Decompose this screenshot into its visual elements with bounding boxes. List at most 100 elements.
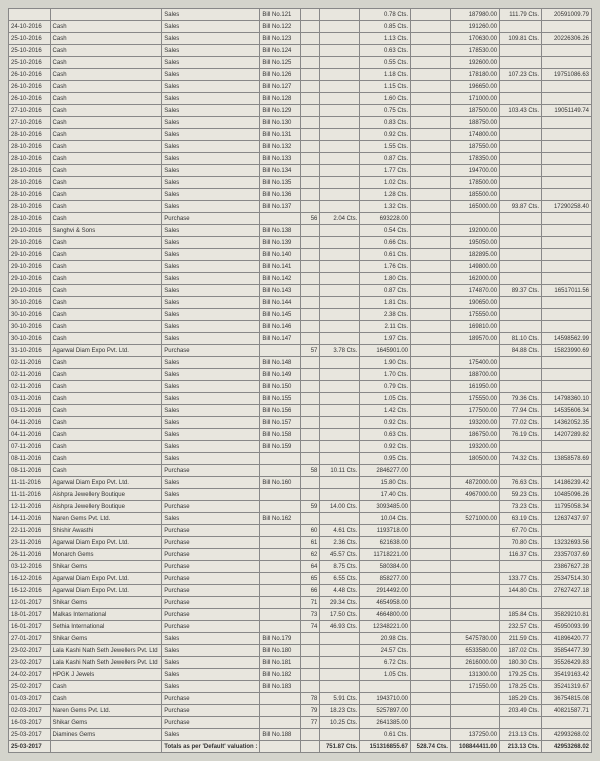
- cell: 171550.00: [450, 681, 499, 693]
- table-row: 23-02-2017Lala Kashi Nath Seth Jewellers…: [9, 645, 592, 657]
- cell: 175400.00: [450, 357, 499, 369]
- cell: 1943710.00: [360, 693, 411, 705]
- cell: 17290258.40: [542, 201, 592, 213]
- cell: [542, 165, 592, 177]
- cell: Cash: [50, 693, 162, 705]
- cell: 2846277.00: [360, 465, 411, 477]
- cell: 1.97 Cts.: [360, 333, 411, 345]
- table-row: 25-10-2016CashSalesBill No.1240.63 Cts.1…: [9, 45, 592, 57]
- cell: [300, 93, 320, 105]
- cell: [542, 189, 592, 201]
- table-row: 28-10-2016CashPurchase562.04 Cts.693228.…: [9, 213, 592, 225]
- cell: [9, 9, 51, 21]
- cell: [500, 225, 542, 237]
- cell: 35241319.67: [542, 681, 592, 693]
- cell: Purchase: [162, 693, 260, 705]
- cell: 187.02 Cts.: [500, 645, 542, 657]
- cell: [320, 129, 360, 141]
- table-row: 25-02-2017CashSalesBill No.183171550.001…: [9, 681, 592, 693]
- cell: Sales: [162, 249, 260, 261]
- cell: [450, 561, 499, 573]
- cell: [300, 177, 320, 189]
- cell: [411, 393, 451, 405]
- cell: Bill No.147: [260, 333, 300, 345]
- cell: 01-03-2017: [9, 693, 51, 705]
- cell: Cash: [50, 237, 162, 249]
- cell: [500, 465, 542, 477]
- cell: 116.37 Cts.: [500, 549, 542, 561]
- cell: 528.74 Cts.: [411, 741, 451, 753]
- cell: 178500.00: [450, 177, 499, 189]
- cell: Bill No.132: [260, 141, 300, 153]
- cell: Purchase: [162, 705, 260, 717]
- cell: 4654958.00: [360, 597, 411, 609]
- cell: [542, 177, 592, 189]
- cell: 2641385.00: [360, 717, 411, 729]
- cell: Cash: [50, 273, 162, 285]
- cell: [500, 165, 542, 177]
- cell: [260, 693, 300, 705]
- cell: Sales: [162, 669, 260, 681]
- cell: 25-03-2017: [9, 729, 51, 741]
- cell: 04-11-2016: [9, 417, 51, 429]
- cell: Sales: [162, 237, 260, 249]
- cell: Bill No.135: [260, 177, 300, 189]
- cell: Agarwal Diam Expo Pvt. Ltd.: [50, 345, 162, 357]
- cell: 203.49 Cts.: [500, 705, 542, 717]
- cell: Malkas International: [50, 609, 162, 621]
- cell: [542, 321, 592, 333]
- cell: [300, 201, 320, 213]
- cell: Bill No.148: [260, 357, 300, 369]
- cell: [320, 453, 360, 465]
- cell: 0.87 Cts.: [360, 153, 411, 165]
- cell: 78: [300, 693, 320, 705]
- cell: 27-01-2017: [9, 633, 51, 645]
- cell: [300, 633, 320, 645]
- cell: Bill No.125: [260, 57, 300, 69]
- cell: 25-02-2017: [9, 681, 51, 693]
- cell: 0.83 Cts.: [360, 117, 411, 129]
- cell: [411, 549, 451, 561]
- cell: 11-11-2016: [9, 489, 51, 501]
- cell: [320, 489, 360, 501]
- cell: 133.77 Cts.: [500, 573, 542, 585]
- cell: Sales: [162, 261, 260, 273]
- cell: Sales: [162, 441, 260, 453]
- cell: [411, 513, 451, 525]
- cell: Sales: [162, 357, 260, 369]
- cell: [320, 393, 360, 405]
- cell: 29-10-2016: [9, 261, 51, 273]
- cell: Cash: [50, 33, 162, 45]
- cell: Cash: [50, 69, 162, 81]
- cell: [500, 117, 542, 129]
- cell: Bill No.159: [260, 441, 300, 453]
- cell: [411, 525, 451, 537]
- table-row: 02-11-2016CashSalesBill No.1491.70 Cts.1…: [9, 369, 592, 381]
- cell: [542, 369, 592, 381]
- cell: 5271000.00: [450, 513, 499, 525]
- cell: 13858578.69: [542, 453, 592, 465]
- cell: [450, 537, 499, 549]
- cell: 751.87 Cts.: [320, 741, 360, 753]
- cell: 103.43 Cts.: [500, 105, 542, 117]
- cell: [320, 117, 360, 129]
- cell: [500, 597, 542, 609]
- cell: 41896420.77: [542, 633, 592, 645]
- cell: Purchase: [162, 717, 260, 729]
- table-row: 16-03-2017Shikar GemsPurchase7710.25 Cts…: [9, 717, 592, 729]
- cell: Sales: [162, 429, 260, 441]
- cell: [542, 93, 592, 105]
- cell: Cash: [50, 177, 162, 189]
- cell: Sales: [162, 405, 260, 417]
- cell: 31-10-2016: [9, 345, 51, 357]
- cell: [300, 285, 320, 297]
- cell: [500, 717, 542, 729]
- cell: [260, 573, 300, 585]
- cell: 11-11-2016: [9, 477, 51, 489]
- cell: [411, 177, 451, 189]
- cell: Bill No.155: [260, 393, 300, 405]
- cell: 70.80 Cts.: [500, 537, 542, 549]
- cell: 29-10-2016: [9, 273, 51, 285]
- cell: [300, 333, 320, 345]
- cell: Bill No.134: [260, 165, 300, 177]
